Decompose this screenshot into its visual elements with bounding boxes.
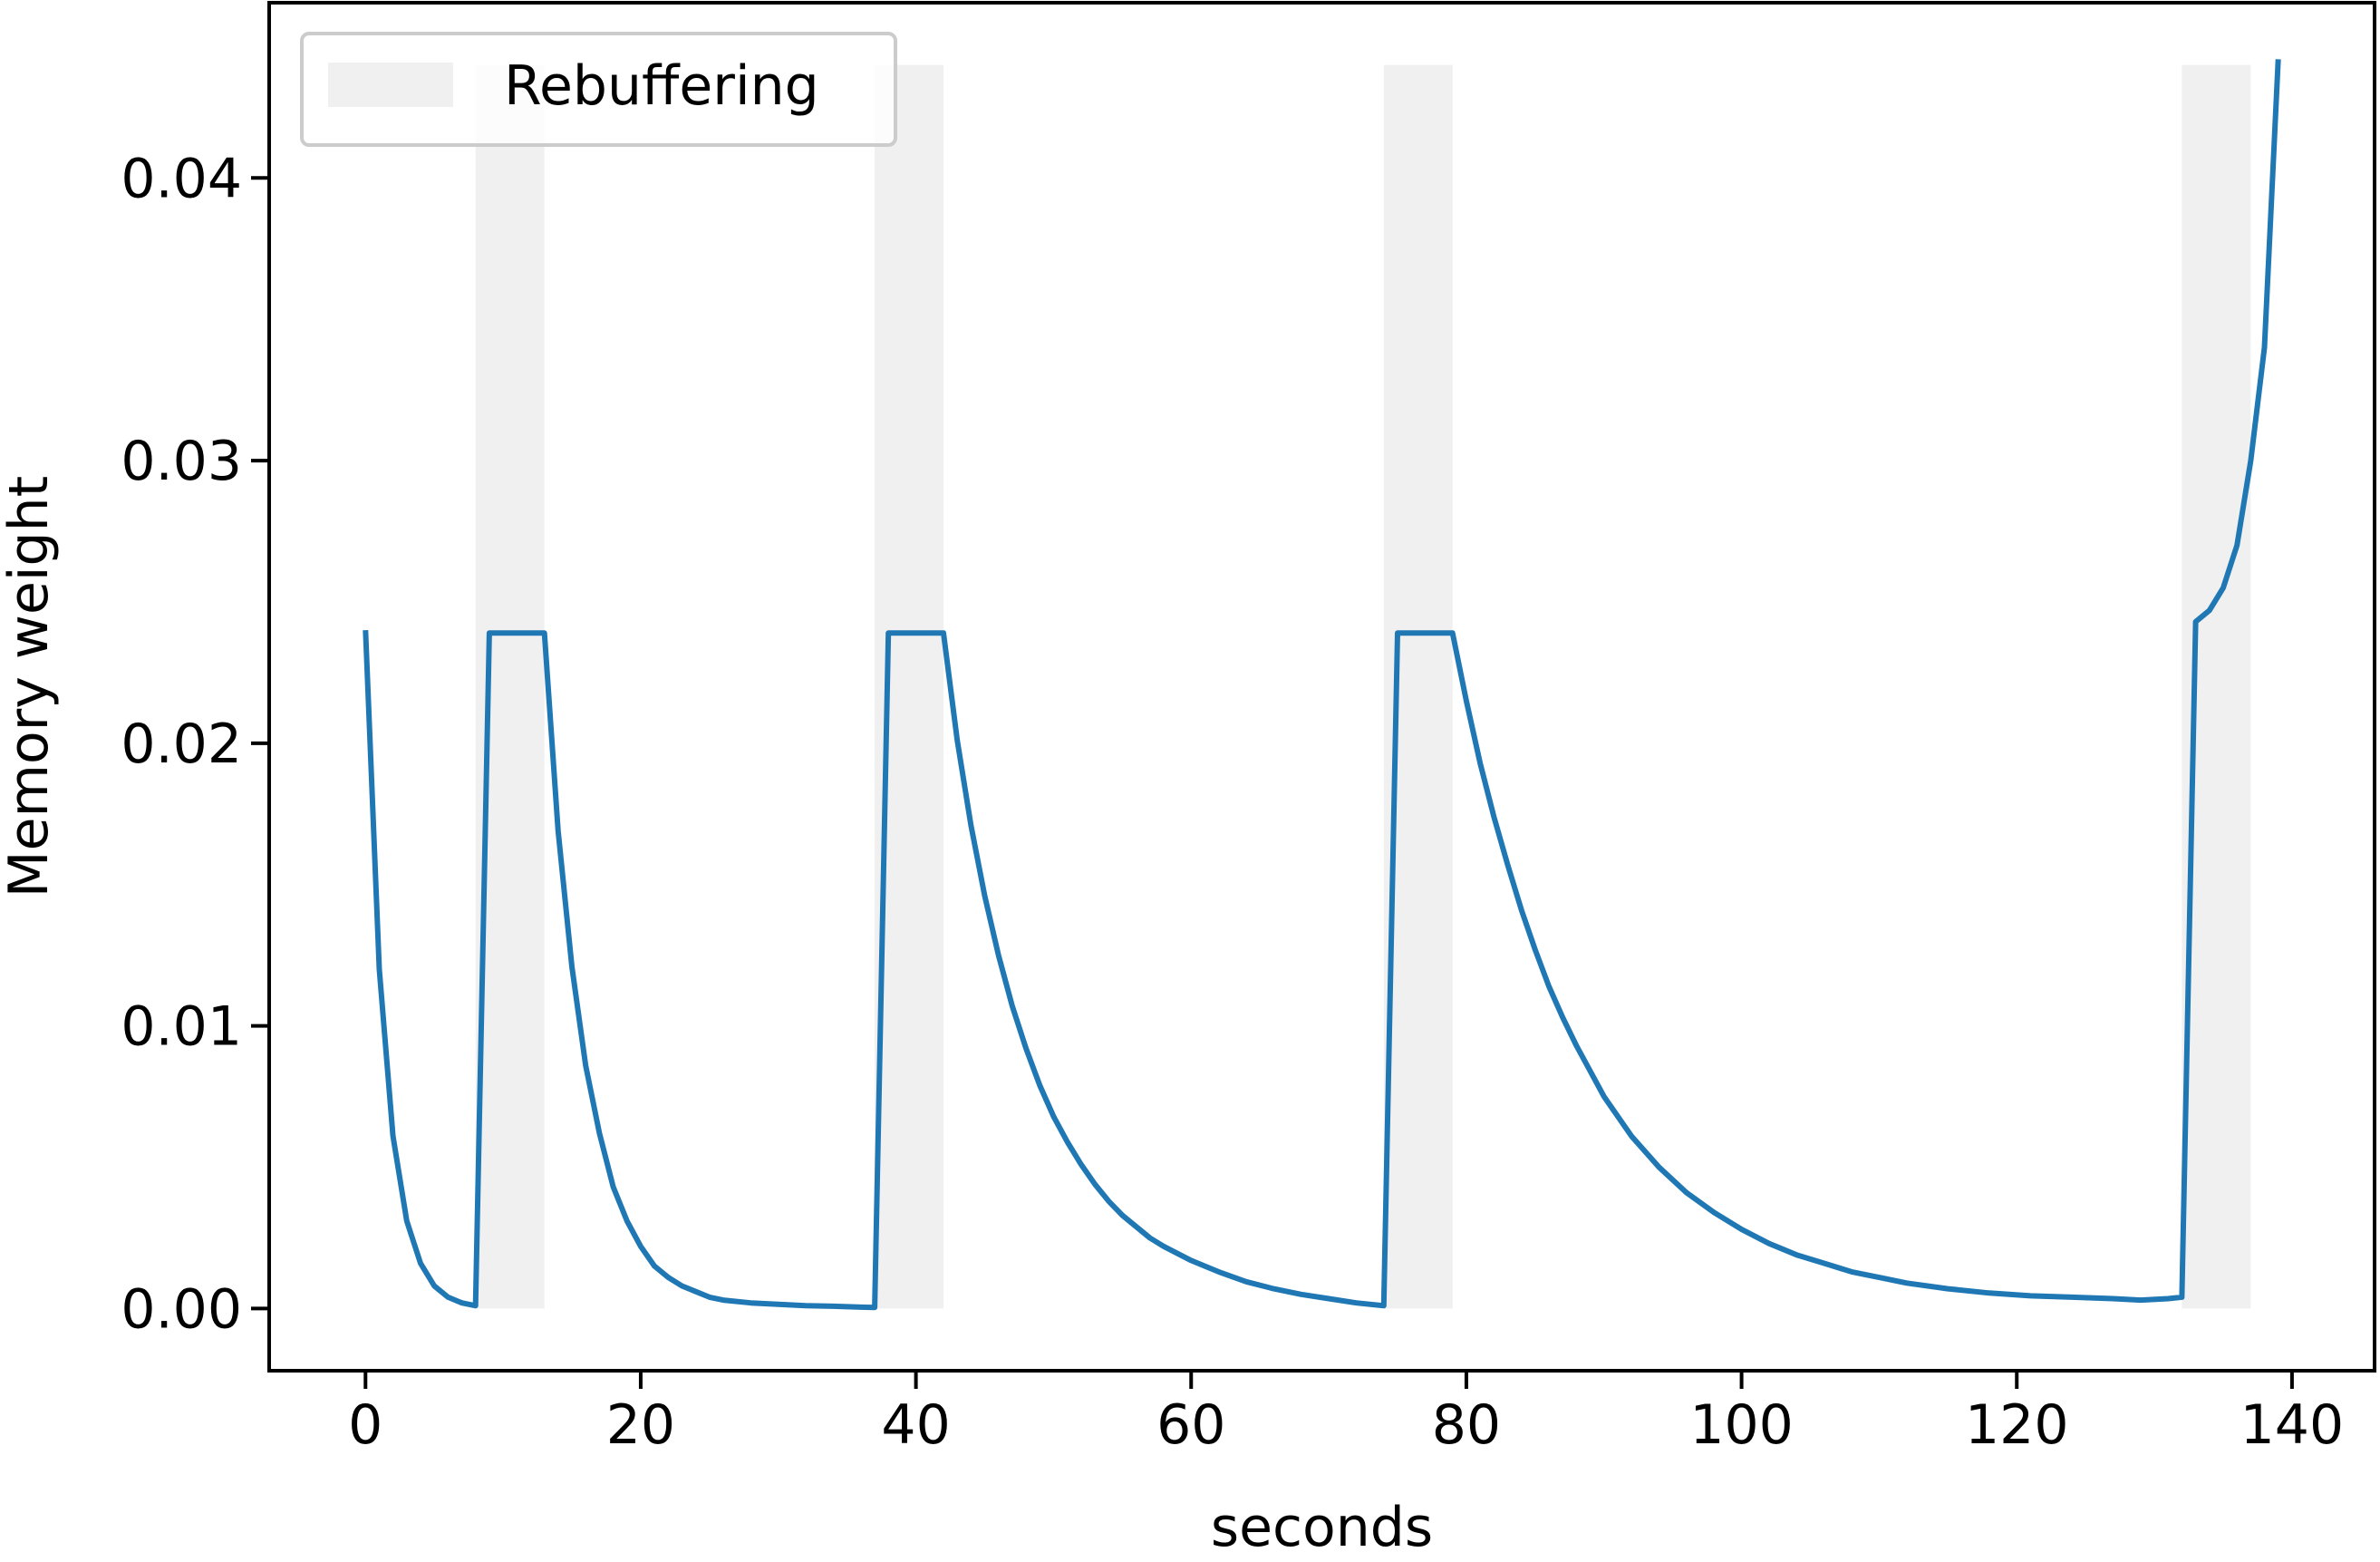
y-tick-label: 0.04 [121, 147, 242, 210]
x-tick-label: 120 [1965, 1393, 2069, 1457]
x-axis-label: seconds [1211, 1496, 1433, 1559]
legend-box [300, 32, 897, 147]
y-tick-label: 0.03 [121, 430, 242, 493]
x-tick-label: 0 [348, 1393, 382, 1457]
series-layer [363, 59, 2281, 1311]
y-tick-label: 0.00 [121, 1277, 242, 1341]
x-tick-label: 140 [2240, 1393, 2345, 1457]
rebuffering-regions [475, 64, 2251, 1309]
y-axis: 0.00 0.01 0.02 0.03 0.04 [121, 147, 269, 1341]
plot-frame [267, 1, 2376, 1373]
x-tick-label: 60 [1156, 1393, 1225, 1457]
y-tick-label: 0.01 [121, 995, 242, 1059]
y-axis-label: Memory weight [0, 476, 61, 897]
x-tick-label: 40 [881, 1393, 950, 1457]
series-line [363, 59, 2281, 1311]
x-tick-label: 20 [606, 1393, 675, 1457]
legend-swatch-rebuffering [328, 63, 453, 107]
legend: Rebuffering [300, 32, 897, 147]
x-tick-label: 100 [1689, 1393, 1794, 1457]
legend-label-rebuffering: Rebuffering [504, 54, 819, 118]
x-axis: 0 20 40 60 80 100 120 140 [348, 1371, 2344, 1457]
y-tick-label: 0.02 [121, 713, 242, 776]
x-tick-label: 80 [1432, 1393, 1501, 1457]
